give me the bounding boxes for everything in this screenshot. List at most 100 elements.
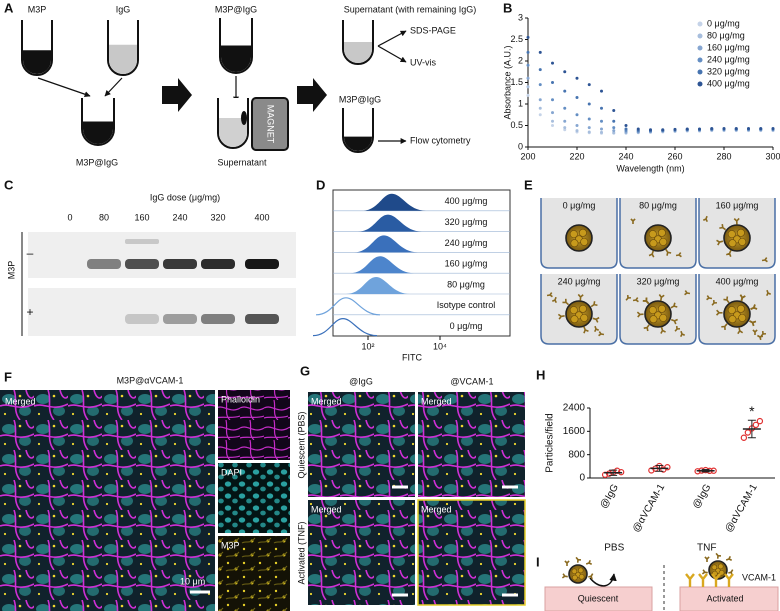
receptor	[685, 573, 695, 587]
data-point	[612, 108, 616, 112]
data-point	[538, 50, 542, 54]
particle-core	[578, 304, 587, 313]
data-point	[563, 126, 567, 130]
antibody	[557, 313, 565, 320]
data-point	[551, 61, 554, 65]
x-tick-label: 10⁴	[433, 341, 447, 351]
arrow	[589, 573, 617, 587]
data-point	[587, 83, 591, 87]
antibody	[648, 250, 655, 258]
data-point	[526, 35, 530, 39]
legend-label: 80 μg/mg	[707, 30, 745, 40]
data-point	[710, 127, 714, 131]
data-point	[563, 89, 567, 93]
axis-title: Particles/field	[545, 413, 556, 472]
antibody	[577, 293, 584, 301]
particle-core	[571, 568, 578, 575]
data-point	[752, 421, 760, 429]
gel-band	[125, 314, 159, 324]
data-point	[587, 117, 591, 121]
antibody	[594, 325, 600, 333]
pellet	[241, 111, 247, 125]
y-tick-label: 0	[518, 141, 523, 151]
cell-label: Activated	[706, 593, 743, 603]
antibody	[643, 324, 650, 332]
group-label: PBS	[604, 543, 624, 554]
receptor	[724, 573, 734, 587]
row-label: Isotype control	[437, 300, 496, 310]
x-tick-label: 280	[716, 151, 731, 161]
particle-core	[569, 230, 578, 239]
legend-label: 400 μg/mg	[707, 78, 750, 88]
histogram	[346, 277, 410, 294]
micrograph	[418, 392, 525, 497]
particle-core	[736, 304, 745, 313]
particle-core	[648, 306, 657, 315]
data-point	[575, 96, 579, 100]
particle-core	[718, 569, 725, 576]
antibody	[719, 224, 727, 231]
gel-band	[87, 259, 121, 269]
antibody	[701, 569, 708, 575]
data-point	[600, 119, 603, 123]
y-tick-label: 1	[518, 98, 523, 108]
data-point	[600, 130, 603, 134]
antibody	[630, 218, 636, 224]
well-label: 320 μg/mg	[637, 276, 680, 286]
panel-label: D	[316, 177, 325, 192]
histogram	[315, 297, 381, 316]
axis-title: Absorbance (A.U.)	[502, 45, 512, 119]
method-label: SDS-PAGE	[410, 25, 456, 35]
micrograph	[218, 463, 290, 533]
antibody	[592, 316, 600, 323]
particle-core	[717, 563, 724, 570]
gel-band	[245, 314, 279, 324]
panel-label: B	[503, 0, 512, 15]
antibody	[660, 326, 666, 334]
antibody	[658, 294, 665, 301]
row-label: 0 μg/mg	[450, 321, 483, 331]
micrograph	[0, 390, 215, 611]
gel-band	[125, 259, 159, 269]
image-label: Merged	[311, 396, 342, 406]
x-tick-label: 260	[667, 151, 682, 161]
data-point	[600, 127, 603, 131]
data-point	[600, 89, 603, 93]
antibody	[752, 329, 758, 335]
antibody	[562, 298, 570, 306]
x-tick-label: @IgG	[598, 482, 621, 510]
antibody	[583, 326, 589, 334]
histogram	[358, 214, 422, 232]
antibody	[737, 327, 744, 335]
well-label: 80 μg/mg	[639, 200, 677, 210]
tube-label: IgG	[116, 4, 131, 14]
process-arrow	[162, 78, 192, 112]
data-point	[747, 127, 750, 131]
data-point	[722, 127, 726, 131]
antibody	[564, 560, 570, 566]
legend-marker	[697, 57, 703, 63]
particle-core	[570, 239, 579, 248]
data-point	[538, 83, 542, 87]
tube-liquid	[221, 45, 251, 72]
data-point	[612, 126, 616, 130]
image-label: Merged	[421, 504, 452, 514]
particle-core	[659, 313, 668, 322]
scale-bar-label: 10 μm	[180, 576, 205, 586]
antibody	[750, 304, 758, 311]
antibody	[725, 555, 733, 561]
row-label: Quiescent (PBS)	[296, 411, 306, 478]
axis-title: FITC	[402, 352, 422, 362]
data-point	[575, 124, 579, 127]
data-point	[538, 106, 542, 110]
particle-core	[649, 239, 658, 248]
gel	[28, 288, 296, 336]
data-point	[756, 417, 764, 425]
antibody	[590, 301, 598, 308]
row-label: –	[27, 246, 34, 260]
particle-core	[578, 228, 587, 237]
x-tick-label: 300	[765, 151, 780, 161]
antibody	[704, 556, 710, 562]
tube-liquid	[109, 44, 137, 74]
